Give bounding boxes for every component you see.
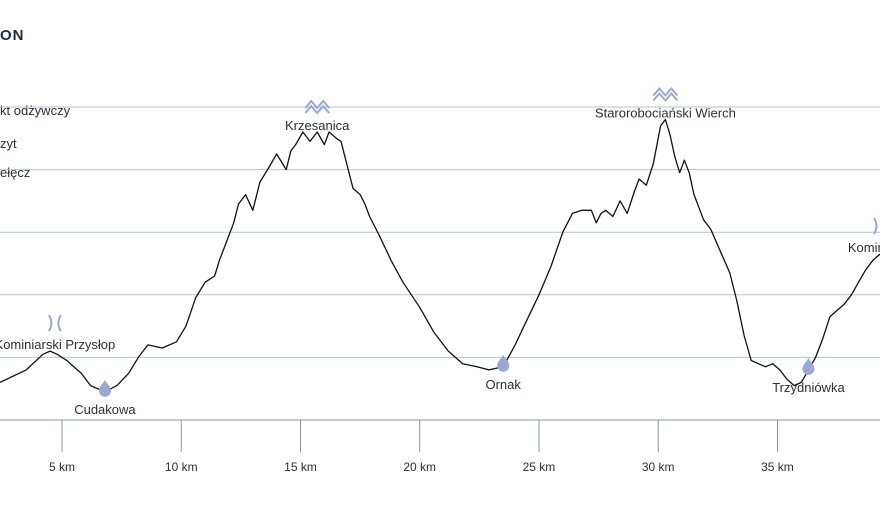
waypoint-label: Kominiarsk (848, 240, 880, 255)
summit-icon (652, 86, 679, 103)
gridlines (0, 106, 880, 421)
pass-icon (47, 314, 62, 332)
chart-title: ON (0, 27, 25, 44)
legend: kt odżywczy zyt ełęcz (0, 103, 71, 180)
water-drop-icon (497, 354, 510, 372)
waypoint-label: Ornak (485, 377, 521, 392)
x-tick-label: 10 km (165, 460, 198, 474)
legend-item-nutrition: kt odżywczy (0, 103, 71, 118)
x-tick-label: 20 km (403, 460, 436, 474)
x-tick-label: 30 km (642, 460, 675, 474)
summit-icon (304, 99, 330, 115)
legend-item-summit: zyt (0, 136, 17, 151)
legend-item-pass: ełęcz (0, 165, 30, 180)
elevation-line (0, 118, 880, 393)
waypoint-label: Kominiarski Przysłop (0, 337, 115, 352)
waypoint-markers: Kominiarski Przysłop Cudakowa Krzesanica Or… (0, 86, 880, 417)
x-tick-label: 5 km (49, 460, 75, 474)
waypoint-label: Trzydniówka (772, 380, 845, 395)
x-tick-label: 35 km (761, 460, 794, 474)
x-axis: 5 km 10 km 15 km 20 km 25 km 30 km 35 km (49, 420, 794, 474)
waypoint-label: Starorobociański Wierch (595, 106, 736, 121)
x-tick-label: 15 km (284, 460, 317, 474)
x-tick-label: 25 km (523, 460, 556, 474)
water-drop-icon (802, 357, 815, 375)
waypoint-label: Cudakowa (74, 402, 136, 417)
waypoint-label: Krzesanica (285, 118, 350, 133)
pass-icon (873, 217, 878, 235)
water-drop-icon (98, 379, 111, 397)
